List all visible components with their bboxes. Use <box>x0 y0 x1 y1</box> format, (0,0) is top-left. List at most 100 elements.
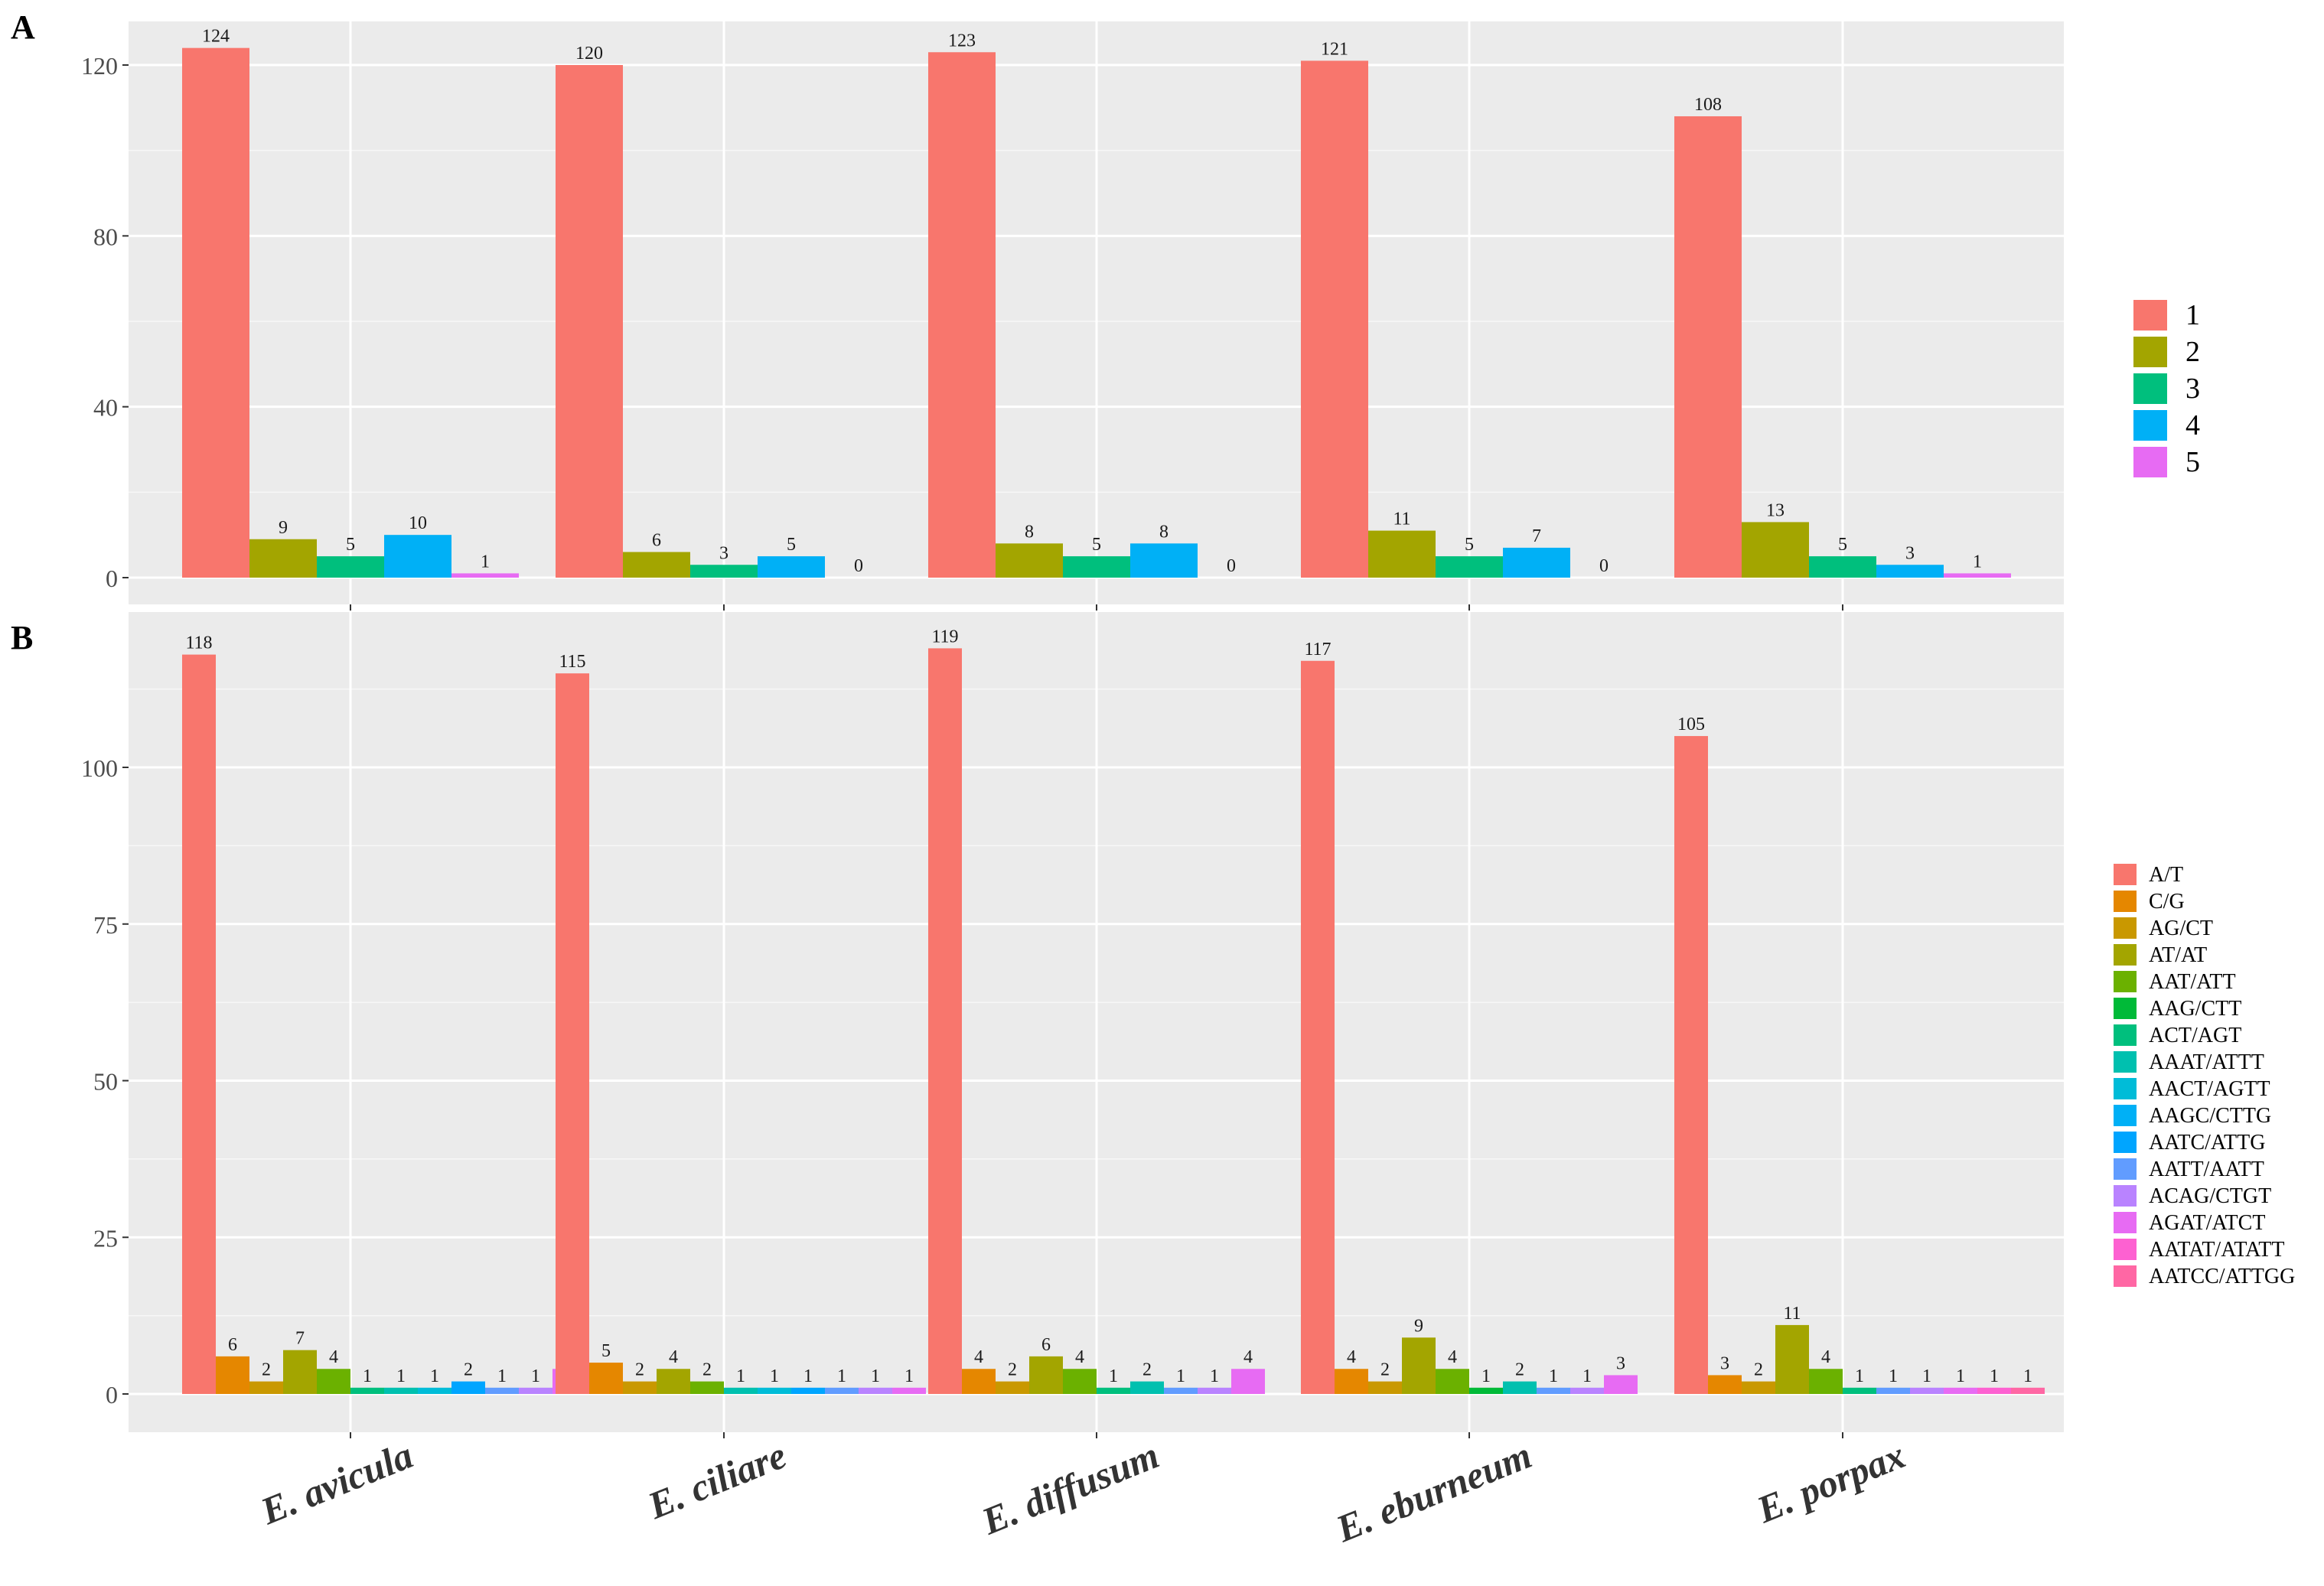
legend-key <box>2133 410 2167 441</box>
bar <box>1674 736 1708 1394</box>
y-tick-label: 50 <box>93 1068 118 1096</box>
bar-data-label: 123 <box>948 31 976 50</box>
bar-data-label: 2 <box>635 1360 644 1380</box>
bar <box>1368 530 1436 578</box>
bar <box>1944 573 2011 578</box>
x-tick-label: E. eburneum <box>1329 1433 1537 1550</box>
bar <box>657 1369 690 1394</box>
y-tick-label: 25 <box>93 1224 118 1252</box>
legend-key <box>2133 300 2167 331</box>
bar <box>384 535 451 578</box>
x-tick-label: E. porpax <box>1750 1433 1911 1531</box>
bar <box>249 539 317 578</box>
bar-data-label: 119 <box>931 627 958 646</box>
bar-data-label: 4 <box>1075 1347 1084 1367</box>
bar <box>892 1387 926 1394</box>
bar-data-label: 1 <box>1990 1366 1999 1386</box>
bar <box>1742 1381 1775 1394</box>
bar-data-label: 4 <box>1448 1347 1457 1367</box>
bar <box>962 1369 996 1394</box>
bar-data-label: 9 <box>279 518 288 538</box>
bar <box>1130 543 1198 578</box>
legend-label: 2 <box>2185 336 2200 368</box>
bar-data-label: 1 <box>736 1366 745 1386</box>
bar <box>216 1356 249 1394</box>
bar <box>249 1381 283 1394</box>
bar <box>1843 1387 1876 1394</box>
bar-data-label: 9 <box>1414 1316 1423 1336</box>
bar-data-label: 1 <box>531 1366 540 1386</box>
bar <box>1301 60 1368 578</box>
bar <box>1503 1381 1537 1394</box>
legend-key <box>2114 1132 2137 1153</box>
bar-data-label: 1 <box>871 1366 880 1386</box>
bar-data-label: 0 <box>1227 556 1236 576</box>
bar <box>623 552 690 578</box>
bar-data-label: 13 <box>1766 500 1785 520</box>
bar-data-label: 3 <box>1905 543 1915 563</box>
bar-data-label: 1 <box>1210 1366 1219 1386</box>
bar <box>556 65 623 578</box>
bar <box>283 1350 317 1394</box>
bar <box>1436 556 1503 578</box>
legend-label: 3 <box>2185 373 2200 405</box>
bar-data-label: 8 <box>1159 522 1169 542</box>
bar <box>451 573 519 578</box>
bar <box>928 648 962 1394</box>
bar-data-label: 1 <box>1855 1366 1864 1386</box>
bar-data-label: 3 <box>719 543 728 563</box>
bar <box>690 565 758 578</box>
legend-key <box>2133 337 2167 367</box>
y-tick-label: 40 <box>93 394 118 422</box>
bar-data-label: 124 <box>202 27 230 47</box>
bar-data-label: 108 <box>1694 95 1722 115</box>
bar <box>1977 1387 2011 1394</box>
bar <box>690 1381 724 1394</box>
bar <box>928 52 996 578</box>
bar-data-label: 1 <box>481 552 490 572</box>
legend-key <box>2133 373 2167 404</box>
legend-label: ACAG/CTGT <box>2149 1184 2271 1208</box>
legend-label: AACT/AGTT <box>2149 1077 2270 1101</box>
y-tick-label: 80 <box>93 223 118 250</box>
legend-key <box>2114 917 2137 939</box>
bar-data-label: 2 <box>1754 1360 1763 1380</box>
bar-data-label: 10 <box>409 513 427 533</box>
bar <box>1301 660 1335 1394</box>
bar <box>1604 1375 1638 1394</box>
bar-data-label: 2 <box>1380 1360 1390 1380</box>
bar-data-label: 3 <box>1616 1353 1625 1373</box>
bar <box>724 1387 758 1394</box>
bar <box>1775 1324 1809 1394</box>
bar-data-label: 1 <box>1956 1366 1965 1386</box>
legend-key <box>2114 998 2137 1019</box>
bar-data-label: 2 <box>1142 1360 1152 1380</box>
legend-label: AAT/ATT <box>2149 970 2236 994</box>
bar-data-label: 1 <box>803 1366 813 1386</box>
bar-data-label: 11 <box>1783 1304 1801 1324</box>
bar-data-label: 1 <box>837 1366 846 1386</box>
legend-label: AGAT/ATCT <box>2149 1211 2265 1235</box>
legend-label: AAAT/ATTT <box>2149 1050 2264 1074</box>
bar <box>1910 1387 1944 1394</box>
legend-label: AATC/ATTG <box>2149 1131 2265 1154</box>
legend-label: A/T <box>2149 863 2183 887</box>
y-tick-label: 120 <box>81 52 118 80</box>
bar <box>1944 1387 1977 1394</box>
bar <box>758 556 825 578</box>
y-tick-label: 75 <box>93 911 118 939</box>
legend-label: AATCC/ATTGG <box>2149 1265 2295 1288</box>
bar-data-label: 1 <box>1582 1366 1592 1386</box>
bar-data-label: 6 <box>228 1335 237 1355</box>
legend-key <box>2114 1212 2137 1233</box>
bar-data-label: 7 <box>295 1329 305 1349</box>
bar-data-label: 0 <box>854 556 863 576</box>
legend-key <box>2114 1158 2137 1180</box>
legend-label: AATAT/ATATT <box>2149 1238 2285 1262</box>
bar <box>384 1387 418 1394</box>
bar <box>418 1387 451 1394</box>
bar-data-label: 105 <box>1677 715 1705 734</box>
x-axis-labels: E. avicula E. ciliare E. diffusum E. eburne… <box>254 1433 1911 1550</box>
legend-label: 5 <box>2185 446 2200 478</box>
bar <box>2011 1387 2045 1394</box>
